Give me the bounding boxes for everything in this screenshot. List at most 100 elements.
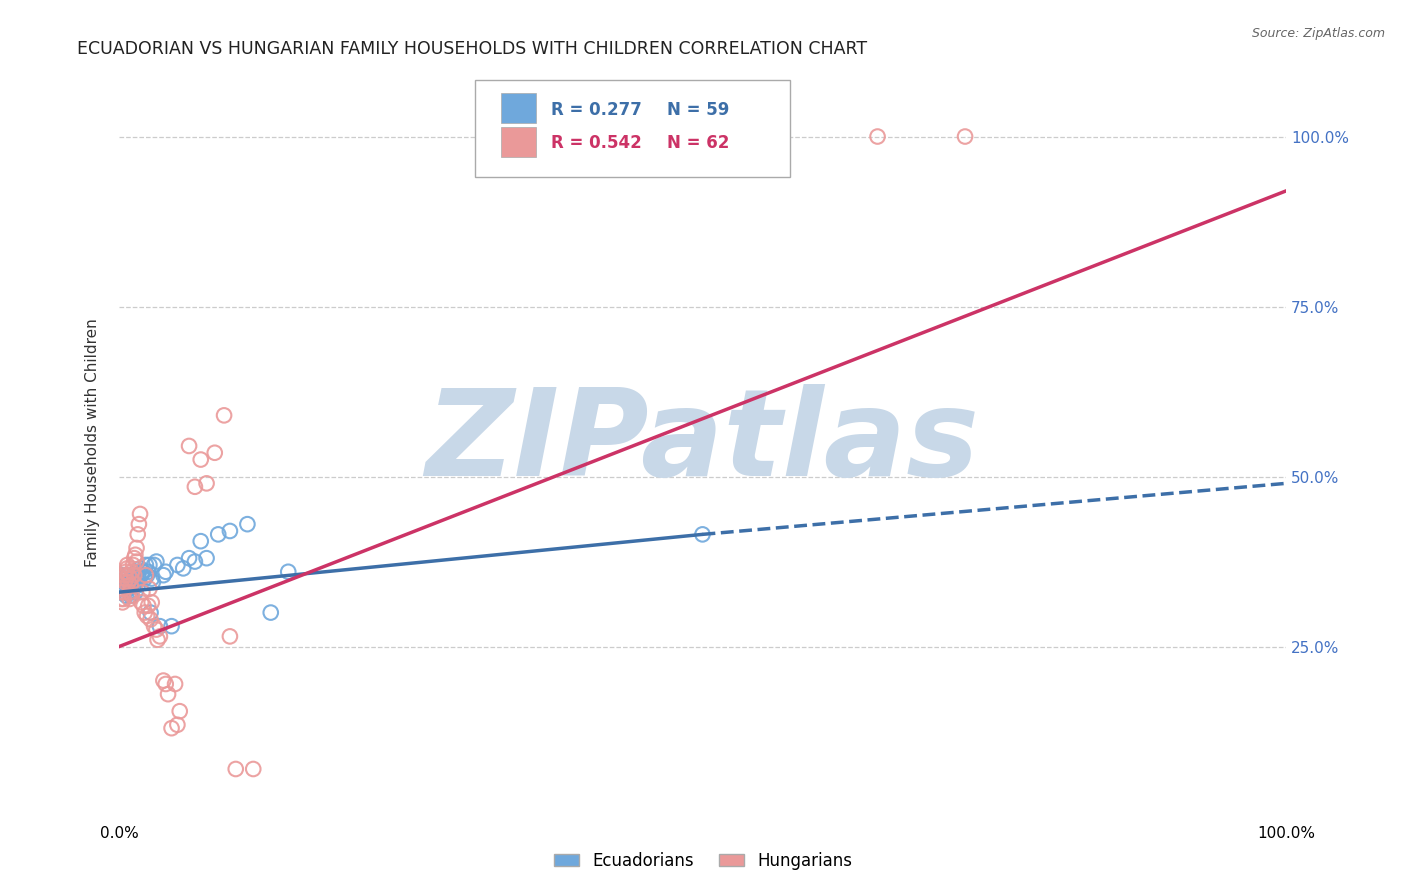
Point [128,572,150,586]
Point [142,574,165,589]
Point [110,578,132,592]
Point [152,673,174,688]
Point [115,568,138,582]
Point [124,585,146,599]
Point [125,565,148,579]
Point [177,551,200,566]
FancyBboxPatch shape [501,93,536,123]
Point [114,574,136,589]
Point [145,623,167,637]
Point [117,574,139,589]
Point [127,527,149,541]
Point [132,565,155,579]
Point [111,595,134,609]
Point [112,568,135,582]
Point [115,572,138,586]
Point [111,585,134,599]
Point [127,578,149,592]
Point [184,555,207,569]
Point [125,572,148,586]
Point [110,585,132,599]
Point [953,129,976,144]
Point [219,524,242,538]
Point [260,606,283,620]
Point [122,568,145,582]
Point [122,551,145,566]
Point [692,527,714,541]
Point [236,517,259,532]
Text: Source: ZipAtlas.com: Source: ZipAtlas.com [1251,27,1385,40]
Point [149,629,172,643]
Point [128,517,150,532]
Point [135,558,157,572]
Point [129,595,152,609]
Point [112,578,135,592]
Point [136,609,159,624]
Point [110,585,132,599]
Point [177,439,200,453]
Point [242,762,264,776]
Point [169,704,191,718]
Point [115,558,138,572]
Point [117,568,139,582]
Point [129,568,152,582]
Point [132,599,155,613]
Point [134,572,156,586]
Point [136,599,159,613]
Point [118,578,141,592]
Point [121,589,143,603]
Point [120,572,142,586]
Point [117,574,139,589]
Point [121,572,143,586]
Point [157,687,180,701]
Legend: Ecuadorians, Hungarians: Ecuadorians, Hungarians [547,846,859,877]
Point [121,578,143,592]
Point [141,595,163,609]
Point [129,507,152,521]
Point [125,541,148,555]
Point [112,585,135,599]
Point [131,565,153,579]
Point [195,476,218,491]
Point [166,718,188,732]
Point [122,574,145,589]
Y-axis label: Family Households with Children: Family Households with Children [86,318,100,567]
Point [129,561,152,575]
Point [204,446,226,460]
Point [118,591,141,606]
Text: ZIPatlas: ZIPatlas [426,384,980,501]
Point [866,129,889,144]
Point [212,409,235,423]
Point [152,568,174,582]
Point [195,551,218,566]
Point [143,558,166,572]
Point [207,527,229,541]
Point [115,572,138,586]
Point [115,578,138,592]
Point [149,619,172,633]
Point [145,555,167,569]
Point [122,568,145,582]
Point [122,558,145,572]
Point [111,582,134,596]
Point [143,619,166,633]
Point [110,591,132,606]
Point [118,585,141,599]
Point [115,565,138,579]
Point [139,606,162,620]
Point [190,534,212,549]
Text: N = 59: N = 59 [668,101,730,119]
Point [121,565,143,579]
FancyBboxPatch shape [475,79,790,177]
Point [125,555,148,569]
Point [120,578,142,592]
Point [165,677,187,691]
FancyBboxPatch shape [501,127,536,157]
Point [160,721,183,735]
Point [118,585,141,599]
Point [155,677,177,691]
Point [219,629,242,643]
Point [146,632,169,647]
Point [138,558,160,572]
Point [110,578,132,592]
